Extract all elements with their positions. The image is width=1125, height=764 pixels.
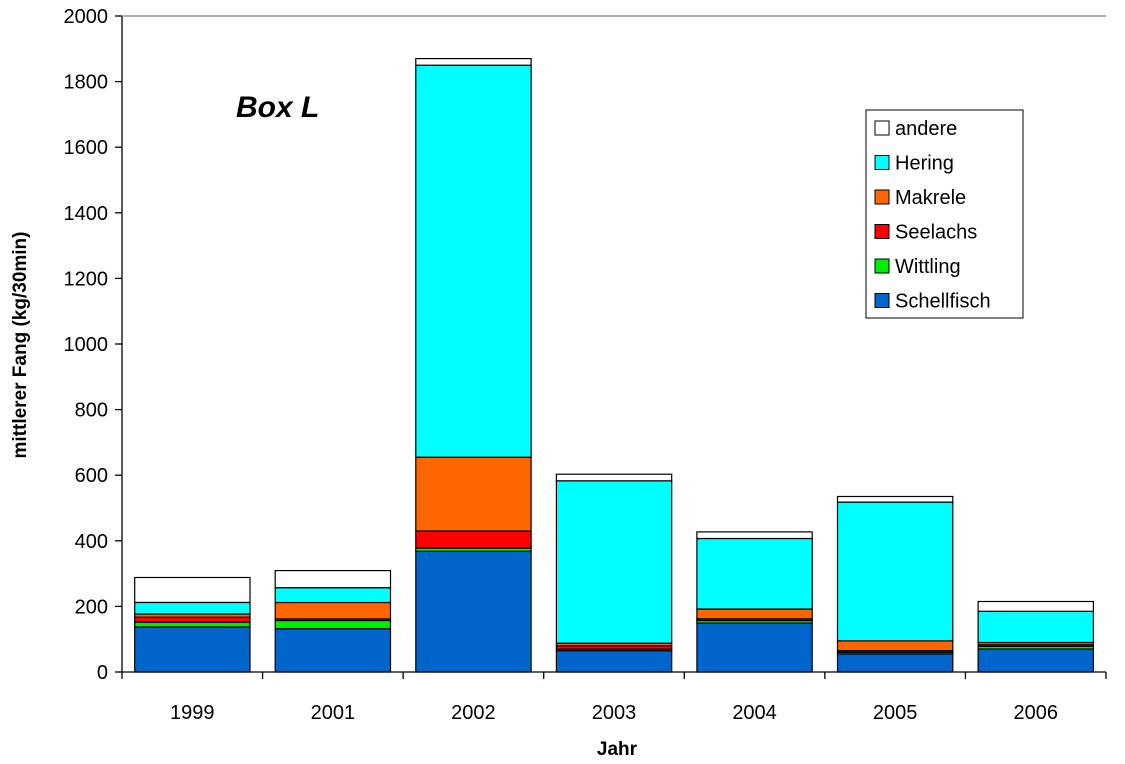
x-tick-label: 2002: [451, 702, 496, 724]
bar-segment-andere-1999: [134, 576, 251, 603]
bar-segment-hering-2005: [836, 501, 954, 642]
legend-swatch-wittling: [874, 258, 890, 274]
bar-segment-schellfisch-2006: [977, 648, 1094, 673]
y-tick-label: 1200: [64, 268, 109, 290]
x-tick-label: 2004: [732, 702, 777, 724]
bar-segment-schellfisch-2001: [274, 628, 392, 673]
y-tick-label: 600: [75, 465, 108, 487]
bar-segment-hering-2004: [696, 537, 813, 610]
bar-segment-seelachs-2002: [415, 530, 532, 549]
legend-label-seelachs: Seelachs: [895, 222, 977, 244]
y-ticks: 0 200 400 600 800 1000 1200 1400 1600 1800 2000: [64, 6, 122, 684]
bar-segment-hering-2003: [555, 480, 673, 644]
legend-label-hering: Hering: [895, 153, 954, 175]
bar-segment-andere-2003: [555, 473, 673, 482]
x-axis-title: Jahr: [597, 739, 638, 760]
legend-swatch-schellfisch: [874, 293, 890, 308]
bar-segment-schellfisch-2002: [415, 550, 532, 673]
y-tick-label: 2000: [64, 6, 109, 28]
legend-frame: [865, 109, 1024, 319]
bar-segment-makrele-2005: [836, 640, 954, 652]
box-label-annotation: Box L: [236, 91, 319, 124]
bar-segment-schellfisch-1999: [134, 626, 251, 673]
bar-segment-makrele-2002: [415, 456, 532, 532]
legend-label-schellfisch: Schellfisch: [895, 291, 991, 313]
bar-segment-schellfisch-2005: [836, 653, 954, 673]
legend-swatch-makrele: [874, 189, 890, 205]
legend-swatch-hering: [874, 155, 890, 170]
bar-segment-andere-2005: [836, 495, 954, 503]
legend-label-andere: andere: [895, 118, 957, 140]
bar-segment-makrele-2001: [274, 601, 392, 620]
legend-label-wittling: Wittling: [895, 256, 961, 278]
bar-segment-andere-2004: [696, 531, 813, 540]
y-tick-label: 1400: [64, 203, 109, 225]
bar-segment-andere-2006: [977, 600, 1094, 612]
x-tick-label: 2005: [873, 702, 918, 724]
bar-segment-andere-2001: [274, 569, 392, 589]
legend-swatch-andere: [874, 120, 890, 136]
bar-segment-schellfisch-2003: [555, 650, 673, 673]
legend-swatch-seelachs: [874, 224, 890, 239]
x-tick-label: 1999: [170, 702, 215, 724]
y-axis-title: mittlerer Fang (kg/30min): [10, 232, 31, 459]
x-tick-label: 2006: [1013, 702, 1058, 724]
bar-segment-wittling-2001: [274, 619, 392, 630]
y-tick-label: 1000: [64, 334, 109, 356]
y-tick-label: 0: [97, 662, 108, 684]
bar-segment-wittling-1999: [134, 621, 251, 628]
y-tick-label: 800: [75, 400, 108, 422]
legend-label-makrele: Makrele: [895, 187, 966, 209]
bar-segment-seelachs-1999: [134, 616, 251, 623]
bar-segment-hering-2002: [415, 64, 532, 458]
bar-segment-schellfisch-2004: [696, 622, 813, 673]
y-tick-label: 1600: [64, 137, 109, 159]
bar-segment-andere-2002: [415, 57, 532, 66]
y-tick-label: 400: [75, 531, 108, 553]
y-tick-label: 200: [75, 596, 108, 618]
bar-segment-hering-2006: [977, 610, 1094, 644]
bar-segment-hering-2001: [274, 587, 392, 604]
bar-segment-makrele-2004: [696, 608, 813, 620]
x-tick-label: 2003: [592, 702, 637, 724]
y-tick-label: 1800: [64, 72, 109, 94]
legend: andere Hering Makrele Seelachs Wittling Schel…: [865, 109, 1024, 319]
x-ticks: 1999 2001 2002 2003 2004 2005 2006: [121, 672, 1107, 724]
x-tick-label: 2001: [311, 702, 356, 724]
bars-layer: [134, 57, 1094, 673]
bar-segment-hering-1999: [134, 601, 251, 615]
